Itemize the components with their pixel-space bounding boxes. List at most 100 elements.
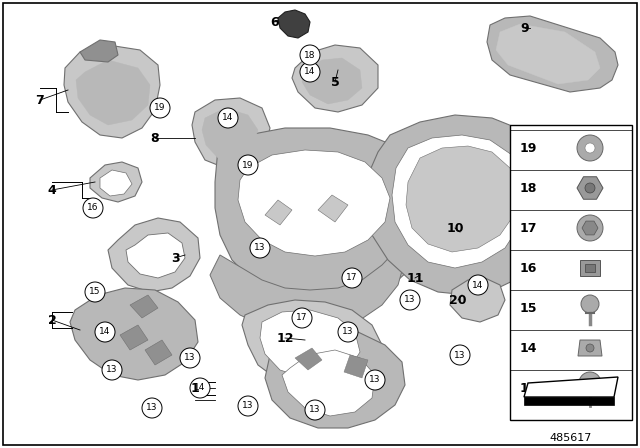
Polygon shape bbox=[577, 177, 603, 199]
Text: 13: 13 bbox=[454, 350, 466, 359]
Circle shape bbox=[250, 238, 270, 258]
Polygon shape bbox=[292, 45, 378, 112]
Text: 13: 13 bbox=[342, 327, 354, 336]
Polygon shape bbox=[80, 40, 118, 62]
Text: 13: 13 bbox=[184, 353, 196, 362]
Text: 13: 13 bbox=[147, 404, 157, 413]
Text: 13: 13 bbox=[519, 382, 537, 395]
Polygon shape bbox=[282, 350, 375, 416]
Circle shape bbox=[338, 322, 358, 342]
Text: 17: 17 bbox=[296, 314, 308, 323]
Text: 11: 11 bbox=[406, 271, 424, 284]
Circle shape bbox=[579, 372, 601, 394]
Text: 14: 14 bbox=[472, 280, 484, 289]
Polygon shape bbox=[450, 278, 505, 322]
Circle shape bbox=[450, 345, 470, 365]
Polygon shape bbox=[120, 325, 148, 350]
Polygon shape bbox=[496, 24, 600, 84]
Text: 19: 19 bbox=[154, 103, 166, 112]
Polygon shape bbox=[210, 225, 405, 332]
Circle shape bbox=[400, 290, 420, 310]
Circle shape bbox=[83, 198, 103, 218]
Circle shape bbox=[150, 98, 170, 118]
Text: 2: 2 bbox=[47, 314, 56, 327]
Polygon shape bbox=[295, 348, 322, 370]
Text: 13: 13 bbox=[369, 375, 381, 384]
Polygon shape bbox=[238, 150, 390, 256]
Text: 6: 6 bbox=[271, 16, 279, 29]
Text: 17: 17 bbox=[519, 221, 537, 234]
Text: 485617: 485617 bbox=[550, 433, 592, 443]
Text: 5: 5 bbox=[331, 76, 339, 89]
Text: 20: 20 bbox=[449, 293, 467, 306]
Polygon shape bbox=[90, 162, 142, 202]
Circle shape bbox=[238, 155, 258, 175]
Polygon shape bbox=[265, 332, 405, 428]
Text: 13: 13 bbox=[254, 244, 266, 253]
Text: 15: 15 bbox=[89, 288, 100, 297]
Polygon shape bbox=[580, 260, 600, 276]
Text: 18: 18 bbox=[519, 181, 537, 194]
Polygon shape bbox=[215, 128, 438, 302]
Text: 14: 14 bbox=[222, 113, 234, 122]
Circle shape bbox=[468, 275, 488, 295]
Circle shape bbox=[85, 282, 105, 302]
Text: 18: 18 bbox=[304, 51, 316, 60]
Circle shape bbox=[581, 295, 599, 313]
Text: 16: 16 bbox=[519, 262, 537, 275]
Polygon shape bbox=[126, 233, 185, 278]
Polygon shape bbox=[260, 310, 360, 378]
Text: 19: 19 bbox=[519, 142, 537, 155]
Polygon shape bbox=[585, 264, 595, 272]
Circle shape bbox=[305, 400, 325, 420]
Text: 14: 14 bbox=[304, 68, 316, 77]
Polygon shape bbox=[64, 45, 160, 138]
Circle shape bbox=[300, 45, 320, 65]
Bar bbox=[510, 125, 632, 420]
Text: 19: 19 bbox=[243, 160, 253, 169]
Text: 10: 10 bbox=[446, 221, 464, 234]
Polygon shape bbox=[130, 295, 158, 318]
Text: 7: 7 bbox=[36, 94, 44, 107]
Text: 9: 9 bbox=[521, 22, 529, 34]
Circle shape bbox=[577, 215, 603, 241]
Text: 13: 13 bbox=[106, 366, 118, 375]
Text: 17: 17 bbox=[346, 273, 358, 283]
Text: 13: 13 bbox=[243, 401, 253, 410]
Circle shape bbox=[292, 308, 312, 328]
Polygon shape bbox=[192, 98, 270, 168]
Text: 12: 12 bbox=[276, 332, 294, 345]
Text: 14: 14 bbox=[99, 327, 111, 336]
Polygon shape bbox=[108, 218, 200, 292]
Circle shape bbox=[190, 378, 210, 398]
Polygon shape bbox=[524, 397, 614, 405]
Text: 13: 13 bbox=[404, 296, 416, 305]
Polygon shape bbox=[302, 58, 362, 104]
Polygon shape bbox=[392, 135, 528, 268]
Polygon shape bbox=[578, 340, 602, 356]
Polygon shape bbox=[524, 377, 618, 397]
Text: 4: 4 bbox=[47, 184, 56, 197]
Polygon shape bbox=[487, 16, 618, 92]
Circle shape bbox=[142, 398, 162, 418]
Circle shape bbox=[586, 344, 594, 352]
Polygon shape bbox=[318, 195, 348, 222]
Circle shape bbox=[180, 348, 200, 368]
Polygon shape bbox=[365, 115, 562, 295]
Polygon shape bbox=[202, 108, 258, 158]
Circle shape bbox=[218, 108, 238, 128]
Circle shape bbox=[365, 370, 385, 390]
Circle shape bbox=[95, 322, 115, 342]
Text: 13: 13 bbox=[309, 405, 321, 414]
Text: 8: 8 bbox=[150, 132, 159, 145]
Text: 16: 16 bbox=[87, 203, 99, 212]
Circle shape bbox=[342, 268, 362, 288]
Circle shape bbox=[102, 360, 122, 380]
Circle shape bbox=[238, 396, 258, 416]
Polygon shape bbox=[70, 288, 198, 380]
Circle shape bbox=[585, 143, 595, 153]
Text: 3: 3 bbox=[171, 251, 179, 264]
Text: 15: 15 bbox=[519, 302, 537, 314]
Circle shape bbox=[300, 62, 320, 82]
Polygon shape bbox=[242, 300, 382, 388]
